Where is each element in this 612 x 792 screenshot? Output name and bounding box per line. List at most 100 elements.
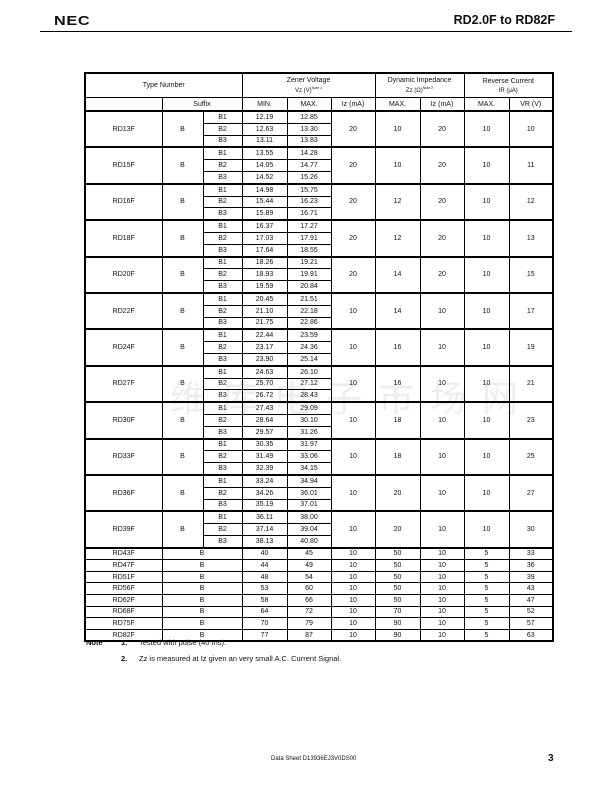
rank-cell: B2	[202, 122, 243, 136]
table-row: RD18F B B1 16.37 17.27 20 12 20 10 13	[84, 219, 554, 258]
ir-cell: 10	[463, 510, 510, 549]
header-row-2: Suffix MIN. MAX. Iz (mA) MAX. Iz (mA) MA…	[84, 97, 554, 112]
type-number-cell: RD18F	[84, 219, 163, 258]
suffix-cell: B	[161, 570, 243, 584]
zz-cell: 12	[374, 182, 421, 221]
vr-cell: 19	[508, 328, 554, 367]
rank-cell: B1	[202, 328, 243, 343]
vz-min-cell: 64	[241, 605, 288, 619]
zz-iz-cell: 20	[419, 255, 465, 294]
suffix-cell: B	[161, 546, 243, 561]
vz-max-cell: 31.97	[286, 437, 332, 452]
vz-max-cell: 29.09	[286, 401, 332, 415]
type-number-cell: RD24F	[84, 328, 163, 367]
vz-max-cell: 17.27	[286, 219, 332, 233]
vz-min-cell: 12.63	[241, 122, 288, 136]
table-row: B2 17.03 17.91	[85, 231, 553, 245]
rank-cell: B2	[202, 268, 243, 282]
zener-voltage-unit: Vz (V)	[295, 88, 312, 94]
rank-cell: B1	[202, 473, 243, 488]
zz-cell: 18	[374, 401, 421, 440]
vz-max-cell: 33.06	[286, 450, 332, 464]
vz-min-cell: 15.44	[241, 195, 288, 209]
table-row: RD33F B B1 30.35 31.97 10 18 10 10 25	[84, 437, 554, 476]
iz-cell: 20	[330, 110, 376, 148]
ir-cell: 5	[463, 628, 510, 642]
zz-cell: 10	[374, 110, 421, 148]
dynamic-note-ref: Note 2	[422, 86, 434, 90]
zz-iz-cell: 10	[419, 473, 465, 512]
vz-min-cell: 14.52	[241, 170, 288, 185]
vz-max-cell: 18.55	[286, 243, 332, 258]
vz-max-cell: 79	[286, 617, 332, 630]
table-row: RD27F B B1 24.63 26.10 10 16 10 10 21	[84, 364, 554, 403]
vz-min-cell: 23.17	[241, 341, 288, 354]
table-row: RD68F B 64 72 10 70 10 5 52	[84, 605, 554, 619]
type-number-cell: RD22F	[84, 291, 163, 330]
vr-cell: 52	[508, 605, 554, 619]
header-ir-max: MAX.	[463, 97, 510, 112]
vz-min-cell: 14.05	[241, 159, 288, 172]
ir-cell: 10	[463, 255, 510, 294]
type-number-cell: RD33F	[84, 437, 163, 476]
table-row: B2 21.10 22.18	[85, 304, 553, 318]
vz-min-cell: 26.72	[241, 389, 288, 403]
rank-cell: B1	[202, 182, 243, 197]
zz-iz-cell: 10	[419, 364, 465, 403]
zz-iz-cell: 10	[419, 291, 465, 330]
vr-cell: 47	[508, 594, 554, 607]
iz-cell: 20	[330, 146, 376, 185]
zz-iz-cell: 20	[419, 219, 465, 258]
vr-cell: 17	[508, 291, 554, 330]
iz-cell: 10	[330, 546, 376, 561]
reverse-current-unit: IR (μA)	[498, 87, 518, 94]
table-row: B2 23.17 24.36	[85, 341, 553, 354]
rank-cell: B3	[202, 134, 243, 148]
ir-cell: 10	[463, 364, 510, 403]
header-zz-max: MAX.	[374, 97, 421, 112]
iz-cell: 20	[330, 219, 376, 258]
vz-max-cell: 19.91	[286, 268, 332, 282]
rank-cell: B3	[202, 280, 243, 294]
vz-max-cell: 16.23	[286, 195, 332, 209]
rank-cell: B2	[202, 450, 243, 464]
nec-logo: NEC	[54, 13, 91, 28]
zz-iz-cell: 10	[419, 605, 465, 619]
table-row: B3 21.75 22.86	[85, 316, 553, 330]
zz-cell: 10	[374, 146, 421, 185]
type-number-cell: RD27F	[84, 364, 163, 403]
vz-min-cell: 70	[241, 617, 288, 630]
reverse-current-label: Reverse Current	[482, 77, 534, 85]
suffix-cell: B	[161, 510, 204, 549]
zz-cell: 16	[374, 328, 421, 367]
note-number: 2.	[121, 654, 128, 663]
iz-cell: 10	[330, 559, 376, 572]
zz-cell: 20	[374, 473, 421, 512]
ir-cell: 10	[463, 182, 510, 221]
vz-max-cell: 14.77	[286, 159, 332, 172]
page-number: 3	[548, 753, 554, 764]
vz-min-cell: 48	[241, 570, 288, 584]
table-row: B2 34.26 36.01	[85, 486, 553, 500]
table-row: RD47F B 44 49 10 50 10 5 36	[84, 559, 554, 572]
vz-min-cell: 17.03	[241, 231, 288, 245]
vz-max-cell: 30.10	[286, 413, 332, 427]
vz-max-cell: 15.26	[286, 170, 332, 185]
zz-cell: 50	[374, 559, 421, 572]
vz-min-cell: 58	[241, 594, 288, 607]
vz-min-cell: 21.75	[241, 316, 288, 330]
vz-max-cell: 13.83	[286, 134, 332, 148]
vr-cell: 27	[508, 473, 554, 512]
rank-cell: B2	[202, 413, 243, 427]
rank-cell: B3	[202, 352, 243, 367]
suffix-cell: B	[161, 473, 204, 512]
suffix-cell: B	[161, 559, 243, 572]
table-row: RD16F B B1 14.98 15.75 20 12 20 10 12	[84, 182, 554, 221]
table-row: RD43F B 40 45 10 50 10 5 33	[84, 546, 554, 561]
vr-cell: 36	[508, 559, 554, 572]
table-row: RD56F B 53 60 10 50 10 5 43	[84, 582, 554, 596]
vz-min-cell: 12.19	[241, 110, 288, 124]
vz-max-cell: 25.14	[286, 352, 332, 367]
vz-min-cell: 18.26	[241, 255, 288, 270]
table-row: B3 14.52 15.26	[85, 170, 553, 185]
